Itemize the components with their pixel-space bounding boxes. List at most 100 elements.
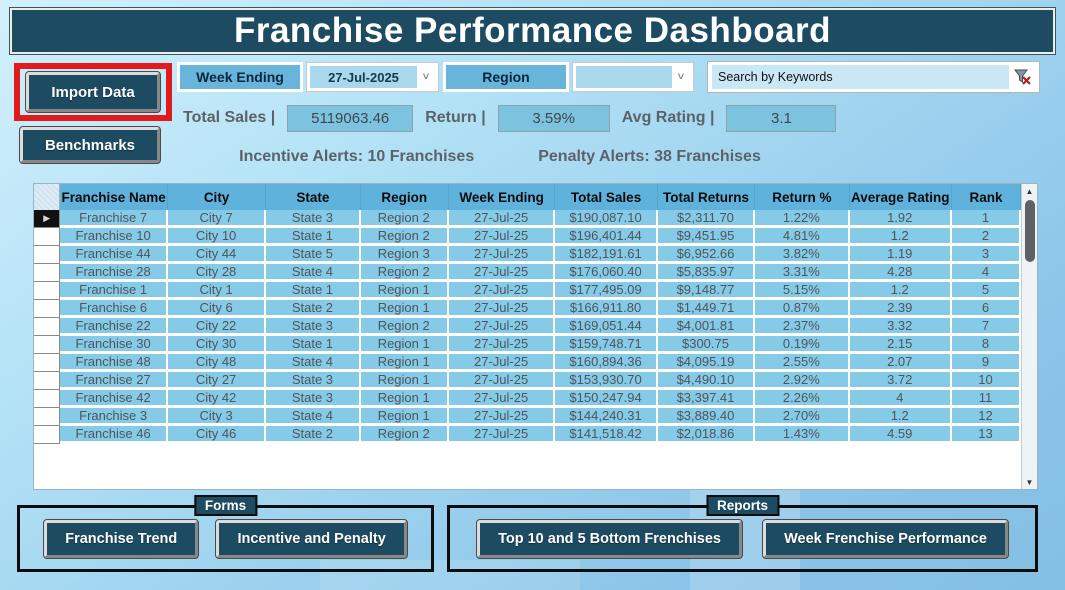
table-cell[interactable]: Franchise 6: [60, 300, 168, 318]
record-selector[interactable]: [34, 318, 61, 336]
table-cell[interactable]: 1.2: [849, 228, 952, 246]
table-cell[interactable]: 0.19%: [755, 336, 850, 354]
table-cell[interactable]: 4.28: [849, 264, 952, 282]
table-cell[interactable]: City 46: [167, 426, 267, 444]
table-cell[interactable]: State 3: [266, 372, 361, 390]
column-header-week-ending[interactable]: Week Ending: [448, 184, 556, 210]
table-cell[interactable]: State 3: [266, 318, 361, 336]
table-cell[interactable]: $2,018.86: [657, 426, 756, 444]
table-cell[interactable]: 1.92: [849, 210, 952, 228]
table-cell[interactable]: 2.70%: [755, 408, 850, 426]
table-cell[interactable]: 2.15: [849, 336, 952, 354]
chevron-down-icon[interactable]: ˅: [422, 71, 430, 83]
table-cell[interactable]: 2.92%: [755, 372, 850, 390]
table-cell[interactable]: 13: [951, 426, 1021, 444]
table-cell[interactable]: Franchise 42: [60, 390, 168, 408]
table-cell[interactable]: $159,748.71: [555, 336, 658, 354]
clear-filter-icon[interactable]: [1009, 69, 1035, 85]
record-selector[interactable]: [34, 390, 61, 408]
table-cell[interactable]: 27-Jul-25: [448, 426, 556, 444]
table-cell[interactable]: 12: [951, 408, 1021, 426]
column-header-city[interactable]: City: [167, 184, 267, 210]
scroll-thumb[interactable]: [1024, 200, 1035, 262]
table-cell[interactable]: Franchise 44: [60, 246, 168, 264]
table-cell[interactable]: 10: [951, 372, 1021, 390]
table-cell[interactable]: City 42: [167, 390, 267, 408]
table-cell[interactable]: Region 2: [360, 228, 449, 246]
record-selector[interactable]: [34, 300, 61, 318]
table-cell[interactable]: $144,240.31: [555, 408, 658, 426]
column-header-state[interactable]: State: [266, 184, 361, 210]
table-cell[interactable]: $4,490.10: [657, 372, 756, 390]
table-cell[interactable]: 1: [951, 210, 1021, 228]
table-cell[interactable]: Franchise 48: [60, 354, 168, 372]
table-cell[interactable]: $9,148.77: [657, 282, 756, 300]
table-cell[interactable]: 5: [951, 282, 1021, 300]
table-cell[interactable]: State 4: [266, 264, 361, 282]
table-cell[interactable]: $166,911.80: [555, 300, 658, 318]
table-cell[interactable]: 27-Jul-25: [448, 354, 556, 372]
table-cell[interactable]: 27-Jul-25: [448, 300, 556, 318]
record-selector[interactable]: [34, 228, 61, 246]
record-selector[interactable]: [34, 426, 61, 444]
table-cell[interactable]: $4,001.81: [657, 318, 756, 336]
table-cell[interactable]: $177,495.09: [555, 282, 658, 300]
table-cell[interactable]: City 22: [167, 318, 267, 336]
scroll-up-icon[interactable]: ▲: [1025, 186, 1034, 196]
table-cell[interactable]: $1,449.71: [657, 300, 756, 318]
record-selector[interactable]: [34, 408, 61, 426]
table-scrollbar[interactable]: ▲ ▼: [1021, 184, 1037, 489]
table-cell[interactable]: 27-Jul-25: [448, 282, 556, 300]
table-cell[interactable]: Franchise 7: [60, 210, 168, 228]
table-cell[interactable]: $160,894.36: [555, 354, 658, 372]
table-cell[interactable]: 7: [951, 318, 1021, 336]
table-cell[interactable]: 2: [951, 228, 1021, 246]
table-cell[interactable]: $3,889.40: [657, 408, 756, 426]
table-cell[interactable]: Region 2: [360, 426, 449, 444]
table-cell[interactable]: $190,087.10: [555, 210, 658, 228]
table-cell[interactable]: State 4: [266, 408, 361, 426]
table-cell[interactable]: City 10: [167, 228, 267, 246]
table-cell[interactable]: 8: [951, 336, 1021, 354]
column-header-total-returns[interactable]: Total Returns: [657, 184, 756, 210]
table-cell[interactable]: 27-Jul-25: [448, 336, 556, 354]
table-cell[interactable]: 3.72: [849, 372, 952, 390]
table-cell[interactable]: 27-Jul-25: [448, 228, 556, 246]
table-cell[interactable]: $169,051.44: [555, 318, 658, 336]
table-cell[interactable]: City 30: [167, 336, 267, 354]
table-cell[interactable]: City 27: [167, 372, 267, 390]
table-cell[interactable]: $5,835.97: [657, 264, 756, 282]
table-cell[interactable]: 9: [951, 354, 1021, 372]
table-cell[interactable]: State 2: [266, 426, 361, 444]
table-cell[interactable]: Region 1: [360, 354, 449, 372]
week-frenchise-performance-button[interactable]: Week Frenchise Performance: [762, 518, 1009, 559]
table-cell[interactable]: 11: [951, 390, 1021, 408]
table-cell[interactable]: 27-Jul-25: [448, 318, 556, 336]
table-cell[interactable]: 1.22%: [755, 210, 850, 228]
table-cell[interactable]: 27-Jul-25: [448, 264, 556, 282]
table-cell[interactable]: $176,060.40: [555, 264, 658, 282]
table-cell[interactable]: Region 2: [360, 210, 449, 228]
table-cell[interactable]: $9,451.95: [657, 228, 756, 246]
table-cell[interactable]: Region 2: [360, 264, 449, 282]
column-header-franchise-name[interactable]: Franchise Name: [60, 184, 168, 210]
table-cell[interactable]: Region 1: [360, 408, 449, 426]
table-cell[interactable]: 3: [951, 246, 1021, 264]
region-dropdown[interactable]: ˅: [572, 62, 694, 92]
top-10-and-5-bottom-frenchises-button[interactable]: Top 10 and 5 Bottom Frenchises: [476, 518, 743, 559]
table-cell[interactable]: City 1: [167, 282, 267, 300]
table-cell[interactable]: State 5: [266, 246, 361, 264]
table-cell[interactable]: 27-Jul-25: [448, 390, 556, 408]
benchmarks-button[interactable]: Benchmarks: [19, 126, 161, 164]
table-cell[interactable]: 4.81%: [755, 228, 850, 246]
table-cell[interactable]: City 6: [167, 300, 267, 318]
column-header-average-rating[interactable]: Average Rating: [849, 184, 952, 210]
search-input[interactable]: [712, 65, 1009, 89]
current-record-selector[interactable]: ▶: [34, 210, 61, 228]
table-cell[interactable]: 3.32: [849, 318, 952, 336]
franchise-trend-button[interactable]: Franchise Trend: [43, 518, 200, 559]
table-cell[interactable]: City 28: [167, 264, 267, 282]
table-cell[interactable]: 6: [951, 300, 1021, 318]
table-cell[interactable]: Franchise 27: [60, 372, 168, 390]
table-cell[interactable]: 27-Jul-25: [448, 372, 556, 390]
